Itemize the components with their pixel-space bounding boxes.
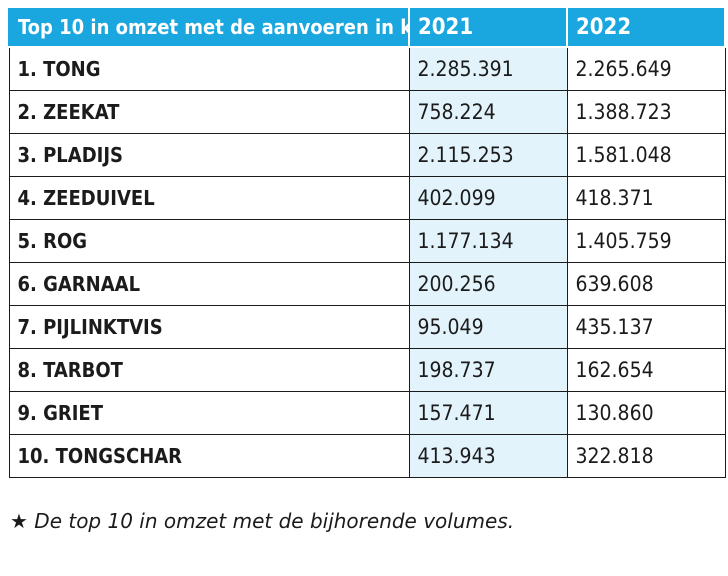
row-value-2021: 200.256 (408, 262, 568, 306)
row-value-2021: 758.224 (408, 90, 568, 134)
row-name: 7. PIJLINKTVIS (8, 305, 410, 349)
row-name: 6. GARNAAL (8, 262, 410, 306)
row-value-2022: 1.388.723 (566, 90, 726, 134)
footnote: ★ De top 10 in omzet met de bijhorende v… (10, 509, 515, 533)
row-value-2021: 198.737 (408, 348, 568, 392)
row-value-2021: 2.285.391 (408, 46, 568, 91)
table-row: 7. PIJLINKTVIS 95.049 435.137 (8, 305, 726, 349)
row-value-2022: 639.608 (566, 262, 726, 306)
row-value-2022: 162.654 (566, 348, 726, 392)
row-value-2022: 1.405.759 (566, 219, 726, 263)
table-row: 6. GARNAAL 200.256 639.608 (8, 262, 726, 306)
row-name: 2. ZEEKAT (8, 90, 410, 134)
row-value-2021: 402.099 (408, 176, 568, 220)
row-value-2022: 2.265.649 (566, 46, 726, 91)
table-row: 10. TONGSCHAR 413.943 322.818 (8, 434, 726, 478)
table-row: 8. TARBOT 198.737 162.654 (8, 348, 726, 392)
table-row: 2. ZEEKAT 758.224 1.388.723 (8, 90, 726, 134)
row-value-2022: 418.371 (566, 176, 726, 220)
row-name: 4. ZEEDUIVEL (8, 176, 410, 220)
row-value-2021: 413.943 (408, 434, 568, 478)
top10-table: Top 10 in omzet met de aanvoeren in kilo… (8, 6, 726, 478)
row-value-2022: 322.818 (566, 434, 726, 478)
table-row: 4. ZEEDUIVEL 402.099 418.371 (8, 176, 726, 220)
row-name: 3. PLADIJS (8, 133, 410, 177)
header-2022: 2022 (567, 6, 726, 48)
row-value-2021: 2.115.253 (408, 133, 568, 177)
row-value-2022: 130.860 (566, 391, 726, 435)
data-table-container: Top 10 in omzet met de aanvoeren in kilo… (8, 6, 726, 478)
row-value-2021: 95.049 (408, 305, 568, 349)
row-value-2022: 1.581.048 (566, 133, 726, 177)
row-name: 8. TARBOT (8, 348, 410, 392)
table-row: 9. GRIET 157.471 130.860 (8, 391, 726, 435)
row-value-2021: 1.177.134 (408, 219, 568, 263)
table-row: 5. ROG 1.177.134 1.405.759 (8, 219, 726, 263)
row-name: 9. GRIET (8, 391, 410, 435)
row-name: 5. ROG (8, 219, 410, 263)
table-row: 1. TONG 2.285.391 2.265.649 (8, 46, 726, 91)
row-name: 10. TONGSCHAR (8, 434, 410, 478)
header-2021: 2021 (409, 6, 568, 48)
row-value-2021: 157.471 (408, 391, 568, 435)
row-value-2022: 435.137 (566, 305, 726, 349)
table-header-row: Top 10 in omzet met de aanvoeren in kilo… (8, 6, 726, 48)
table-row: 3. PLADIJS 2.115.253 1.581.048 (8, 133, 726, 177)
row-name: 1. TONG (8, 46, 410, 91)
header-title: Top 10 in omzet met de aanvoeren in kilo… (8, 6, 410, 48)
